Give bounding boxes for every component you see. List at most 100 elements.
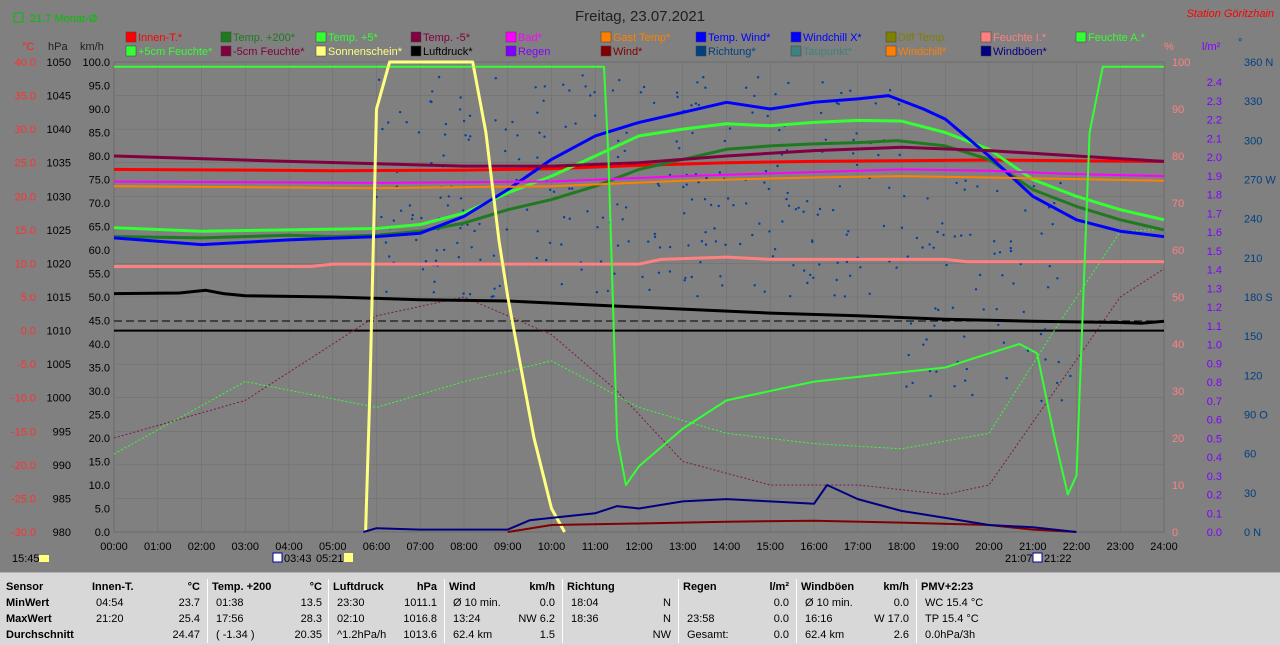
stats-row: 24.47	[88, 627, 204, 643]
direction-dot	[516, 134, 519, 137]
stats-cell-time	[563, 627, 653, 643]
rain-tick: 2.3	[1207, 96, 1222, 108]
stats-row: Ø 10 min. 0.0	[797, 595, 913, 611]
series-line	[113, 145, 1165, 168]
stats-header-unit: hPa	[416, 581, 437, 593]
stats-cell-time: 18:36	[571, 613, 599, 625]
direction-dot	[895, 266, 898, 269]
legend-swatch	[125, 31, 137, 43]
direction-dot	[1043, 328, 1047, 331]
direction-dot	[835, 278, 838, 282]
direction-dot	[1005, 377, 1008, 380]
legend-label: Wind*	[613, 46, 643, 58]
direction-dot	[868, 292, 871, 295]
direction-dot	[925, 338, 928, 341]
direction-dot	[658, 246, 662, 249]
direction-dot	[653, 235, 657, 239]
direction-dot	[580, 268, 583, 271]
direction-dot	[941, 222, 944, 225]
direction-dot	[543, 85, 546, 88]
direction-dot	[459, 226, 462, 230]
stats-cell-value: NW 6.2	[518, 613, 555, 625]
direction-dot	[616, 155, 620, 159]
direction-dot	[657, 184, 661, 187]
direction-dot	[763, 181, 766, 184]
legend-swatch	[695, 45, 707, 57]
direction-dot	[806, 281, 809, 285]
direction-dot	[504, 128, 507, 131]
direction-dot	[787, 204, 791, 207]
direction-dot	[723, 139, 726, 143]
stats-row: 18:36 N	[563, 611, 675, 627]
stats-header-pmv: PMV+2:23	[917, 579, 1037, 595]
direction-dot	[613, 272, 616, 275]
percent-tick: 60	[1172, 245, 1184, 257]
legend-swatch	[220, 31, 232, 43]
temp-tick: -30.0	[11, 527, 36, 539]
legend-swatch	[410, 45, 422, 57]
direction-dot	[996, 189, 999, 193]
direction-dot	[697, 103, 700, 107]
percent-tick: 0	[1172, 527, 1178, 539]
rain-tick: 0.7	[1207, 396, 1222, 408]
pressure-tick: 985	[53, 493, 71, 505]
direction-dot	[745, 202, 748, 205]
stats-cell-time: 62.4 km	[805, 629, 845, 641]
direction-dot	[1032, 185, 1036, 188]
direction-dot	[806, 200, 809, 203]
rain-tick: 1.0	[1207, 340, 1222, 352]
rain-tick: 1.7	[1207, 208, 1222, 220]
direction-dot	[1059, 181, 1062, 185]
direction-dot	[462, 292, 465, 295]
legend-swatch	[695, 31, 707, 43]
direction-dot	[538, 131, 541, 134]
stats-cell-value: 20.35	[294, 629, 322, 641]
stats-col-richtung: Richtung 18:04 N 18:36 N NW	[562, 579, 675, 643]
stats-label-avg: Durchschnitt	[6, 629, 74, 641]
time-tick: 00:00	[100, 541, 128, 553]
direction-dot	[951, 306, 955, 309]
direction-dot	[625, 131, 628, 134]
direction-dot	[493, 287, 496, 290]
direction-dot	[859, 266, 862, 269]
stats-cell-time: 0.0hPa/3h	[925, 629, 976, 641]
direction-dot	[718, 171, 721, 174]
direction-dot	[617, 139, 620, 142]
stats-cell-value: 0.0	[893, 597, 909, 609]
legend-label: Temp. Wind*	[708, 32, 771, 44]
stats-header-label: Temp. +200	[212, 581, 272, 593]
legend-swatch	[885, 45, 897, 57]
direction-dot	[444, 122, 448, 126]
direction-dot	[685, 183, 688, 186]
time-tick: 11:00	[582, 541, 609, 553]
direction-dot	[965, 367, 968, 371]
stats-header-label: Regen	[683, 581, 717, 593]
direction-dot	[388, 255, 391, 258]
direction-dot	[758, 222, 761, 225]
stats-col-temp: Temp. +200 °C 01:38 13.5 17:56 28.3 ( -1.34 ) 2…	[207, 579, 326, 643]
direction-dot	[562, 83, 565, 86]
direction-dot	[993, 252, 996, 255]
direction-dot	[601, 216, 605, 219]
direction-dot	[468, 293, 472, 296]
direction-dot	[753, 284, 756, 287]
speed-tick: 80.0	[89, 151, 110, 163]
direction-dot	[978, 273, 982, 277]
direction-dot	[641, 275, 644, 279]
direction-dot	[1026, 349, 1030, 352]
direction-dot	[431, 90, 434, 93]
direction-dot	[934, 307, 937, 310]
direction-dot	[548, 188, 552, 191]
direction-dot	[995, 308, 998, 311]
speed-tick: 5.0	[95, 504, 110, 516]
legend-swatch	[315, 45, 327, 57]
direction-dot	[552, 190, 556, 193]
stats-cell-value: 28.3	[300, 613, 322, 625]
time-tick: 08:00	[450, 541, 478, 553]
stats-header-label: PMV+2:23	[921, 581, 974, 593]
time-tick: 17:00	[844, 541, 872, 553]
direction-dot	[945, 263, 948, 267]
unit-hpa: hPa	[48, 41, 68, 53]
legend-swatch	[980, 45, 992, 57]
legend-label: Regen	[518, 46, 550, 58]
